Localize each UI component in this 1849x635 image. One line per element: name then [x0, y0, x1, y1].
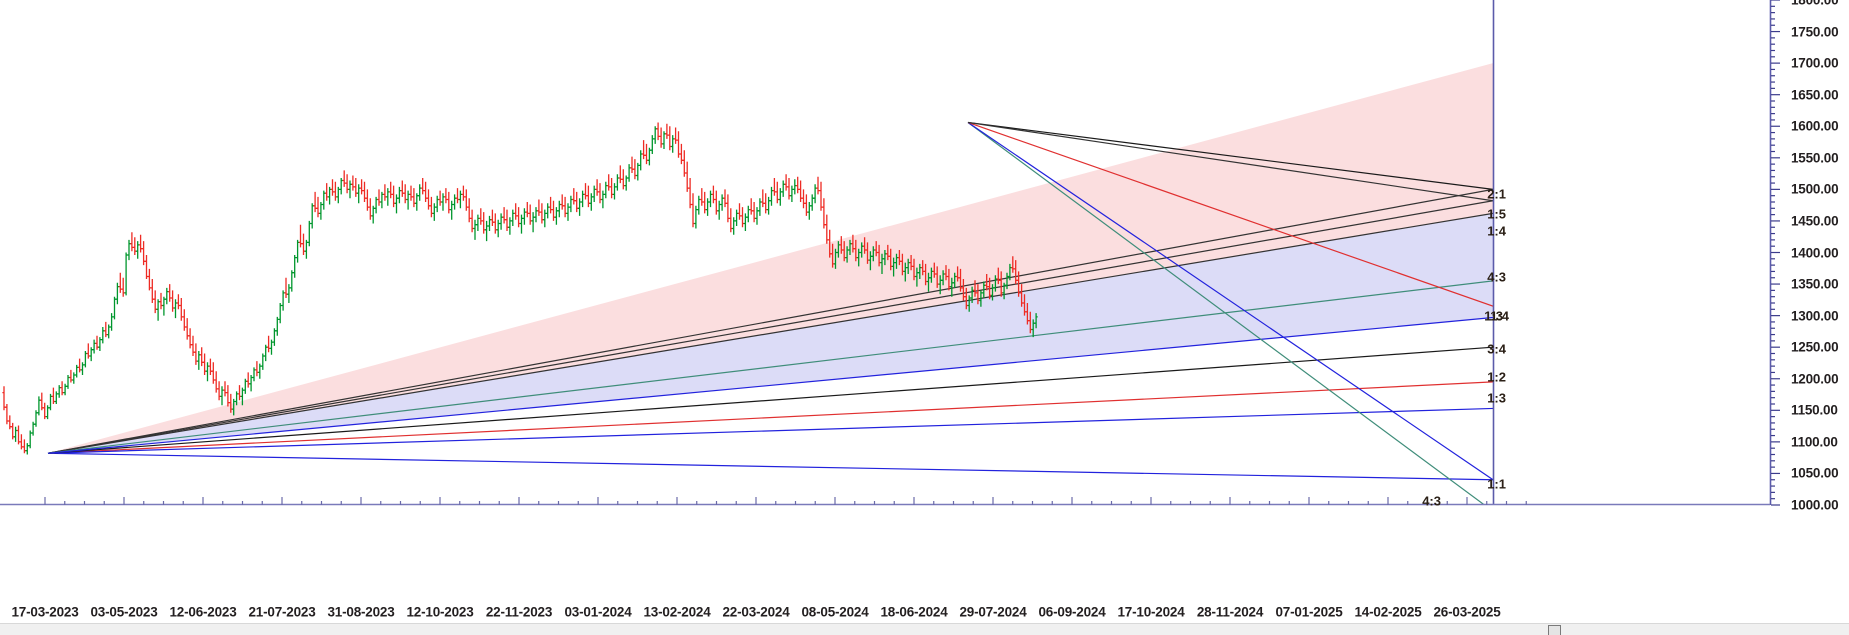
gann-ratio-label-1-4[interactable]: 1:4 [1487, 223, 1506, 239]
gann-ratio-label-4-3[interactable]: 4:3 [1422, 493, 1441, 509]
ohlc-bar [537, 199, 541, 216]
ohlc-bar [857, 248, 861, 267]
x-axis-tick-label: 26-03-2025 [1433, 604, 1501, 620]
x-axis-tick-label: 22-03-2024 [722, 604, 790, 620]
ohlc-bar [1017, 271, 1021, 297]
gann-ray-asc-2-1[interactable] [47, 188, 1493, 454]
ohlc-bar [935, 266, 939, 288]
gann-ray-asc-1-1[interactable] [47, 452, 1493, 481]
y-axis-tick-label: 1150.00 [1791, 402, 1838, 418]
x-axis-tick-label: 28-11-2024 [1196, 604, 1264, 620]
x-axis-tick-label: 21-07-2023 [248, 604, 316, 620]
x-axis-tick-label: 12-06-2023 [169, 604, 237, 620]
ohlc-bar [976, 284, 980, 305]
y-axis-tick-label: 1250.00 [1791, 339, 1839, 355]
status-resize-grip-icon[interactable] [1548, 625, 1561, 635]
x-axis-tick-label: 31-08-2023 [327, 604, 395, 620]
gann-ratio-label-3-4[interactable]: 3:4 [1487, 341, 1506, 357]
gann-ray-desc-1-1[interactable] [967, 121, 1493, 481]
ohlc-bar [618, 165, 622, 184]
y-axis-tick-label: 1000.00 [1791, 497, 1839, 513]
y-axis-tick-label: 1400.00 [1791, 245, 1839, 260]
gann-ratio-label-1-1[interactable]: 1:1 [1487, 476, 1506, 492]
ohlc-bar [101, 327, 105, 344]
gann-ray-desc-1-5[interactable] [967, 121, 1493, 202]
y-axis-tick-label: 1200.00 [1791, 371, 1839, 387]
gann-ray-asc-1-4[interactable] [47, 212, 1493, 454]
pink-channel-band [48, 63, 1493, 454]
ohlc-bar [458, 190, 462, 209]
axis-lines [0, 0, 1772, 506]
gann-ratio-label-1-3[interactable]: 1:3 [1484, 308, 1503, 324]
x-axis-tick-label: 12-10-2023 [406, 604, 474, 620]
ohlc-bar [816, 176, 820, 195]
ohlc-bar [656, 122, 660, 141]
gann-ray-desc-2-1[interactable] [967, 121, 1493, 190]
gann-ratio-label-1-3[interactable]: 1:3 [1487, 390, 1506, 406]
gann-ray-asc-1-3[interactable] [47, 407, 1493, 454]
ohlc-bar [19, 434, 23, 450]
ohlc-bar [339, 178, 343, 195]
y-axis-tick-label: 1500.00 [1791, 181, 1839, 197]
y-axis-ticks [1771, 0, 1780, 506]
ohlc-bar [298, 224, 303, 248]
x-axis-tick-label: 17-03-2023 [11, 604, 79, 620]
gann-ratio-label-1-2[interactable]: 1:2 [1487, 369, 1506, 385]
ohlc-bar [578, 198, 582, 216]
ohlc-bar [499, 213, 503, 230]
status-bar [0, 623, 1849, 635]
ohlc-bar [737, 203, 742, 220]
gann-ray-asc-4-3[interactable] [47, 280, 1493, 454]
x-axis-tick-label: 18-06-2024 [880, 604, 948, 620]
ohlc-bar [60, 381, 64, 396]
y-axis-tick-label: 1100.00 [1791, 434, 1838, 450]
x-axis-tick-label: 13-02-2024 [643, 604, 711, 620]
descending-gann-fan[interactable] [967, 121, 1493, 511]
gann-ratio-label-1-5[interactable]: 1:5 [1487, 206, 1506, 222]
y-axis-tick-label: 1450.00 [1791, 213, 1839, 229]
x-axis-tick-label: 22-11-2023 [485, 604, 553, 620]
ohlc-bar [418, 184, 422, 201]
y-axis-tick-label: 1350.00 [1791, 276, 1839, 292]
gann-ray-asc-1-3[interactable] [47, 316, 1493, 454]
gann-ray-desc-1-2[interactable] [967, 121, 1493, 307]
y-axis-tick-label: 1750.00 [1791, 24, 1839, 40]
gann-ray-asc-1-2[interactable] [47, 381, 1493, 454]
ohlc-price-bars[interactable] [2, 122, 1038, 455]
ascending-gann-fan[interactable] [47, 188, 1493, 481]
x-axis-tick-label: 03-05-2023 [90, 604, 158, 620]
y-axis-tick-label: 1600.00 [1791, 118, 1839, 134]
gann-ray-asc-1-5[interactable] [47, 200, 1493, 454]
gann-ratio-label-1-4[interactable]: 1:4 [1490, 308, 1509, 324]
gann-ray-desc-4-3[interactable] [967, 121, 1493, 511]
ohlc-bar [220, 386, 224, 406]
y-axis-tick-label: 1700.00 [1791, 55, 1839, 71]
ohlc-bar [139, 234, 143, 253]
y-axis-tick-label: 1550.00 [1791, 150, 1839, 166]
y-axis-tick-label: 1050.00 [1791, 465, 1839, 481]
ohlc-bar [897, 250, 901, 266]
ohlc-bar [380, 191, 384, 209]
y-axis-tick-label: 1800.00 [1791, 0, 1839, 8]
gann-ratio-label-2-1[interactable]: 2:1 [1487, 186, 1506, 202]
x-axis-tick-label: 06-09-2024 [1038, 604, 1106, 620]
x-axis-tick-label: 14-02-2025 [1354, 604, 1422, 620]
x-axis-tick-label: 29-07-2024 [959, 604, 1027, 620]
x-axis-tick-label: 08-05-2024 [801, 604, 869, 620]
x-axis-tick-label: 17-10-2024 [1117, 604, 1185, 620]
ohlc-bar [179, 298, 183, 321]
x-axis-tick-label: 03-01-2024 [564, 604, 632, 620]
ohlc-bar [697, 195, 701, 215]
y-axis-tick-label: 1300.00 [1791, 308, 1839, 324]
y-axis-tick-label: 1650.00 [1791, 87, 1839, 103]
ohlc-bar [1034, 313, 1038, 329]
gann-ray-asc-3-4[interactable] [47, 346, 1493, 454]
x-axis-ticks [44, 497, 1527, 505]
x-axis-tick-label: 07-01-2025 [1275, 604, 1343, 620]
gann-ratio-label-4-3[interactable]: 4:3 [1487, 269, 1506, 285]
